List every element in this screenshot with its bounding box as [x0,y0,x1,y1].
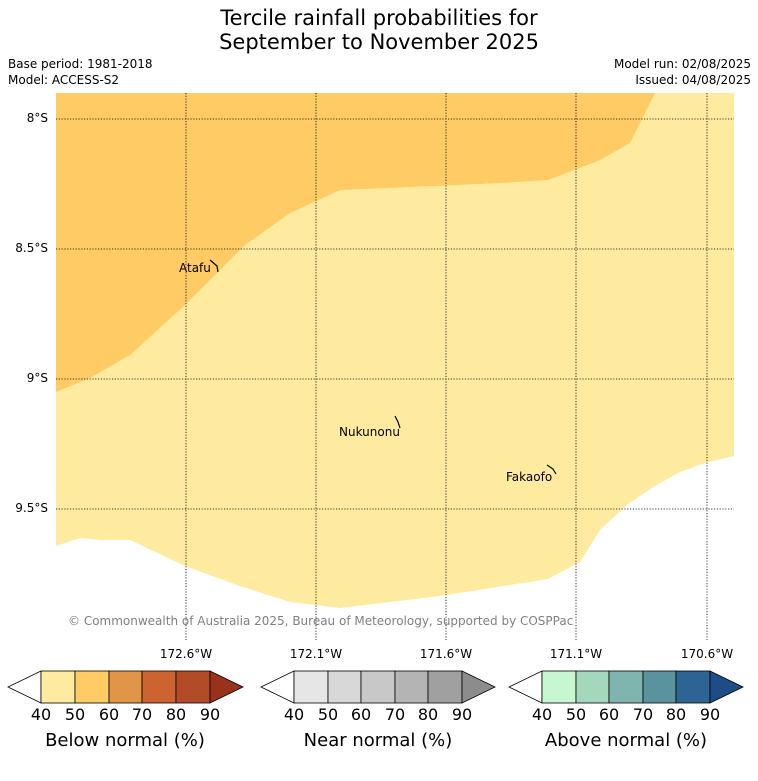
colorbar-below-under [7,670,42,704]
colorbar-above-bin-50-60 [575,670,610,704]
colorbar-near-bin-50-60 [327,670,362,704]
region-below-50-60 [56,93,655,392]
colorbar-near-bin-70-80 [394,670,429,704]
lat-label-8-5s: 8.5°S [15,241,48,255]
copyright-notice: © Commonwealth of Australia 2025, Bureau… [68,614,574,628]
model-run-date: Model run: 02/08/2025 [613,57,751,71]
fakaofo-atoll [546,464,557,475]
lat-label-9-5s: 9.5°S [15,501,48,515]
lon-label-172-6w: 172.6°W [159,647,213,661]
tick-label: 80 [165,705,187,724]
tick-label: 70 [384,705,406,724]
colorbar-near-bin-60-70 [360,670,396,704]
colorbar-below-label: Below normal (%) [45,730,205,751]
colorbar-above-bin-70-80 [642,670,677,704]
colorbar-below-ticks: 40 50 60 70 80 90 [0,705,758,727]
colorbar-above-over [709,670,744,704]
tick-label: 50 [64,705,86,724]
colorbar-near-label: Near normal (%) [303,730,453,751]
lon-label-171-1w: 171.1°W [549,647,603,661]
colorbar-below-normal [7,670,244,704]
lon-label-171-6w: 171.6°W [419,647,473,661]
colorbar-above-bin-60-70 [608,670,644,704]
map-title-line2: September to November 2025 [219,30,539,54]
tick-label: 90 [451,705,473,724]
colorbar-below-bin-70-80 [141,670,177,704]
lon-label-170-6w: 170.6°W [680,647,734,661]
colorbar-near-bin-40-50 [293,670,329,704]
tick-label: 60 [98,705,120,724]
tick-label: 60 [598,705,620,724]
tick-label: 50 [317,705,339,724]
colorbar-below-bin-50-60 [74,670,110,704]
colorbar-above-under [508,670,543,704]
atafu-atoll [209,259,219,273]
colorbar-above-ticks: 40 50 60 70 80 90 [0,705,758,727]
nukunonu-atoll [394,415,401,429]
colorbar-below-bin-60-70 [108,670,143,704]
model-name: Model: ACCESS-S2 [8,73,120,87]
tick-label: 90 [699,705,721,724]
tick-label: 70 [632,705,654,724]
colorbar-below-bin-40-50 [40,670,76,704]
colorbar-near-normal [260,670,496,704]
tick-label: 40 [283,705,305,724]
tick-label: 50 [565,705,587,724]
place-atafu: Atafu [179,261,211,275]
colorbar-above-label: Above normal (%) [544,730,708,751]
gridlines [56,93,734,640]
base-period: Base period: 1981-2018 [8,57,153,71]
issued-date: Issued: 04/08/2025 [635,73,751,87]
lat-label-8s: 8°S [26,111,48,125]
colorbar-below-bin-80-90 [175,670,211,704]
colorbar-near-ticks: 40 50 60 70 80 90 [0,705,758,727]
colorbar-near-under [260,670,295,704]
tick-label: 70 [131,705,153,724]
lon-label-172-1w: 172.1°W [289,647,343,661]
colorbar-near-bin-80-90 [427,670,463,704]
tick-label: 40 [531,705,553,724]
tick-label: 40 [30,705,52,724]
colorbar-above-normal [508,670,744,704]
place-fakaofo: Fakaofo [506,470,553,484]
tick-label: 60 [350,705,372,724]
colorbar-above-bin-40-50 [541,670,577,704]
map-title-line1: Tercile rainfall probabilities for [220,6,538,30]
tick-label: 80 [665,705,687,724]
place-nukunonu: Nukunonu [339,425,400,439]
colorbar-below-over [209,670,244,704]
lat-label-9s: 9°S [26,371,48,385]
tick-label: 80 [417,705,439,724]
colorbar-above-bin-80-90 [675,670,711,704]
colorbar-near-over [461,670,496,704]
tick-label: 90 [199,705,221,724]
